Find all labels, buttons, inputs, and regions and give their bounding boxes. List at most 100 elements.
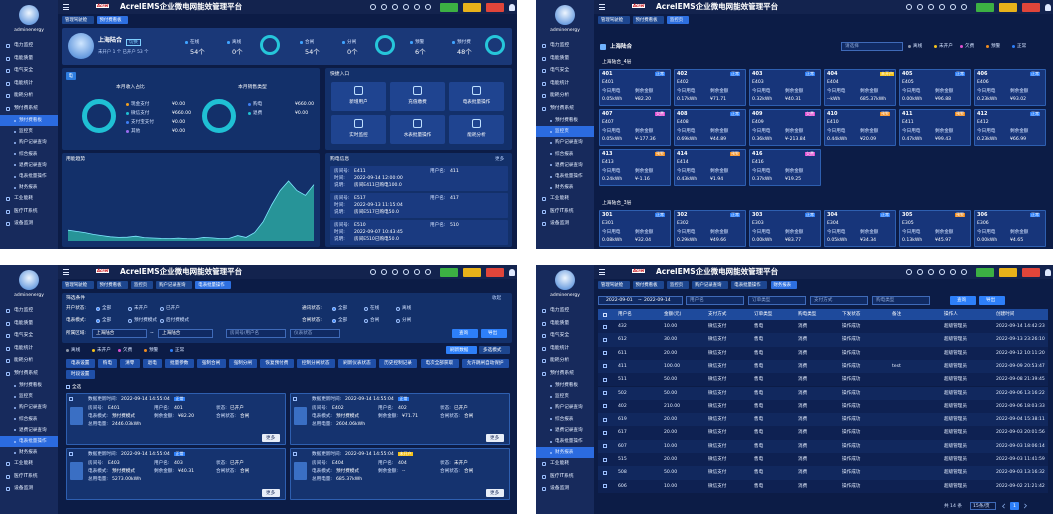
toolbar-icon[interactable] <box>370 4 376 10</box>
submenu-item[interactable]: 监控页 <box>555 394 569 400</box>
menu-toggle[interactable] <box>599 271 605 273</box>
menu-toggle[interactable] <box>599 4 605 5</box>
submenu-item[interactable]: 退费记录查询 <box>19 162 47 168</box>
radio-label[interactable]: 全部 <box>338 318 348 323</box>
filter-placeholder[interactable]: 订单类型 <box>752 298 771 303</box>
radio-label[interactable]: 全部 <box>102 318 112 323</box>
more-link[interactable]: 更多 <box>495 157 505 162</box>
tab[interactable] <box>131 281 154 289</box>
menu-toggle[interactable] <box>599 269 605 270</box>
action-label[interactable]: 刷新仪表状态 <box>343 360 371 366</box>
action-button[interactable] <box>260 359 294 368</box>
tab-button-label[interactable]: 电 <box>68 73 73 79</box>
toolbar-icon[interactable] <box>425 4 431 10</box>
tab[interactable] <box>96 16 128 24</box>
toolbar-icon[interactable] <box>403 4 409 10</box>
checkbox[interactable] <box>603 377 607 382</box>
checkbox[interactable] <box>603 337 607 342</box>
user-icon[interactable] <box>509 3 515 11</box>
radio[interactable] <box>96 318 100 323</box>
action-button[interactable] <box>461 359 510 368</box>
submenu-item[interactable]: 预付费看板 <box>19 118 42 123</box>
toolbar-icon[interactable] <box>961 4 967 10</box>
alert-button[interactable] <box>999 2 1017 12</box>
action-label[interactable]: 控制分闸状态 <box>301 360 330 366</box>
tab[interactable] <box>667 16 690 24</box>
menu-item[interactable]: 医疗IT系统 <box>550 208 574 214</box>
menu-item[interactable]: 电能统计 <box>14 345 34 351</box>
user-icon[interactable] <box>1045 3 1051 11</box>
submenu-item[interactable]: 财务报表 <box>19 185 38 191</box>
filter-input[interactable] <box>748 296 806 305</box>
date-to[interactable]: 2022-09-14 <box>644 298 671 303</box>
radio-label[interactable]: 预付费模式 <box>134 318 157 323</box>
shortcut-label[interactable]: 充值缴费 <box>408 100 427 105</box>
submenu-item[interactable]: 购户记录查询 <box>555 140 583 146</box>
toolbar-icon[interactable] <box>414 269 420 275</box>
toolbar-icon[interactable] <box>381 4 387 10</box>
input-placeholder[interactable]: 房间号/用户名 <box>230 331 260 336</box>
submenu-item[interactable]: 综合报表 <box>19 151 38 157</box>
checkbox[interactable] <box>603 364 607 369</box>
tab-button[interactable] <box>66 72 76 80</box>
export-label[interactable]: 导出 <box>986 298 996 303</box>
submenu-item[interactable]: 电表批量操作 <box>555 174 583 179</box>
menu-toggle[interactable] <box>63 9 69 10</box>
select-box[interactable] <box>290 329 340 338</box>
submenu-item[interactable]: 购户记录查询 <box>555 405 583 411</box>
room-card[interactable] <box>749 69 821 106</box>
menu-item[interactable]: 电力监控 <box>14 308 34 313</box>
radio[interactable] <box>396 306 400 311</box>
submenu-item[interactable]: 退费记录查询 <box>555 162 583 168</box>
checkbox[interactable] <box>603 351 607 356</box>
menu-item[interactable]: 工业能耗 <box>14 196 34 202</box>
menu-item[interactable]: 电气安全 <box>550 68 570 73</box>
alert-button[interactable] <box>976 2 994 12</box>
menu-item[interactable]: 电能统计 <box>550 345 570 351</box>
alert-button[interactable] <box>1022 2 1040 12</box>
action-button[interactable] <box>296 359 336 368</box>
next-page[interactable] <box>1022 503 1027 509</box>
shortcut-label[interactable]: 实时监控 <box>349 133 368 138</box>
toolbar-icon[interactable] <box>939 269 945 275</box>
action-button[interactable] <box>66 370 95 379</box>
shortcut-label[interactable]: 能耗分析 <box>467 133 486 138</box>
menu-item[interactable]: 电力监控 <box>14 43 34 48</box>
radio-label[interactable]: 在线 <box>370 306 380 311</box>
submenu-item[interactable]: 退费记录查询 <box>555 427 583 433</box>
radio[interactable] <box>128 306 132 311</box>
page-number[interactable]: 1 <box>1013 503 1016 509</box>
action-label[interactable]: 强制分闸 <box>233 360 252 366</box>
submenu-item[interactable]: 电表批量操作 <box>19 174 47 179</box>
submenu-item[interactable]: 购户记录查询 <box>19 140 47 146</box>
tab[interactable] <box>731 281 768 289</box>
page-size-select[interactable] <box>970 502 996 510</box>
action-label[interactable]: 购电 <box>102 360 112 366</box>
radio-label[interactable]: 全部 <box>338 306 348 311</box>
prev-page[interactable] <box>1002 503 1007 509</box>
action-label[interactable]: 时段设置 <box>71 371 90 377</box>
alert-button[interactable] <box>1022 267 1040 277</box>
menu-item[interactable]: 设备监测 <box>550 486 570 492</box>
menu-toggle[interactable] <box>599 9 605 10</box>
tab[interactable] <box>62 281 94 289</box>
action-button[interactable] <box>97 359 118 368</box>
submenu-item[interactable]: 预付费看板 <box>555 118 578 123</box>
mode-button[interactable] <box>479 346 510 354</box>
submenu-item[interactable]: 监控页 <box>19 394 33 400</box>
menu-item[interactable]: 设备监测 <box>14 221 34 227</box>
menu-toggle[interactable] <box>63 274 69 275</box>
action-label[interactable]: 批量参数 <box>170 360 189 366</box>
menu-item[interactable]: 电能统计 <box>550 80 570 86</box>
toolbar-icon[interactable] <box>917 269 923 275</box>
tab[interactable] <box>667 281 690 289</box>
select-value[interactable]: 上海陆合 <box>96 331 115 336</box>
select-box[interactable] <box>158 329 213 338</box>
action-button[interactable] <box>379 359 418 368</box>
filter-placeholder[interactable]: 支付方式 <box>814 298 833 303</box>
action-label[interactable]: 强制合闸 <box>201 360 221 366</box>
radio[interactable] <box>332 318 336 323</box>
checkbox[interactable] <box>603 484 607 489</box>
tab[interactable] <box>156 281 193 289</box>
menu-toggle[interactable] <box>63 6 69 8</box>
